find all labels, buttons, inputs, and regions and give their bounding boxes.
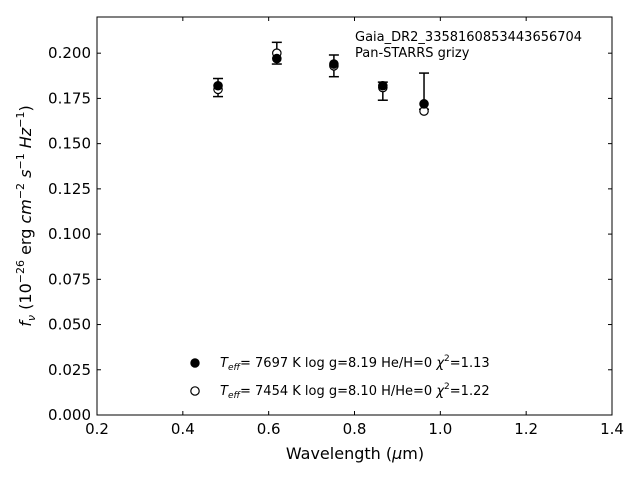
annotation-line-2: Pan-STARRS grizy <box>355 46 470 61</box>
y-tick-label: 0.200 <box>48 44 91 62</box>
x-tick-label: 1.4 <box>600 420 624 438</box>
model-point-filled <box>378 80 388 91</box>
legend-marker-open <box>190 386 200 396</box>
legend-1-logg: log g=8.19 <box>305 356 377 371</box>
legend-2-teff: 7454 K <box>255 384 301 399</box>
legend-2-logg: log g=8.10 <box>305 384 377 399</box>
model-point-filled <box>329 59 339 69</box>
model-point-filled <box>213 80 223 91</box>
y-tick-label: 0.025 <box>48 361 91 379</box>
legend-1-comp: He/H=0 <box>381 356 432 371</box>
legend-2-comp: H/He=0 <box>381 384 432 399</box>
legend-marker-filled <box>190 358 200 368</box>
x-tick-label: 0.8 <box>343 420 367 438</box>
y-tick-label: 0.050 <box>48 316 91 334</box>
y-tick-label: 0.075 <box>48 270 91 288</box>
legend: Teff= 7697 K log g=8.19 He/H=0 χ2=1.13 T… <box>190 354 490 401</box>
x-tick-label: 1.2 <box>514 420 538 438</box>
y-tick-label: 0.175 <box>48 89 91 107</box>
annotation-line-1: Gaia_DR2_3358160853443656704 <box>355 30 582 45</box>
y-axis-label: fν (10−26 erg cm−2 s−1 Hz−1) <box>14 105 38 326</box>
x-tick-label: 0.4 <box>171 420 195 438</box>
legend-entry-1: Teff= 7697 K log g=8.19 He/H=0 χ2=1.13 <box>220 354 490 373</box>
x-tick-label: 1.0 <box>428 420 452 438</box>
legend-1-teff: 7697 K <box>255 356 301 371</box>
y-tick-label: 0.000 <box>48 406 91 424</box>
legend-2-chi2: =1.22 <box>450 384 490 399</box>
legend-entry-2: Teff= 7454 K log g=8.10 H/He=0 χ2=1.22 <box>220 382 490 401</box>
x-tick-label: 0.2 <box>85 420 109 438</box>
plot-area <box>213 41 430 116</box>
legend-1-chi2: =1.13 <box>450 356 490 371</box>
x-tick-label: 0.6 <box>257 420 281 438</box>
y-axis: 0.000 0.025 0.050 0.075 0.100 0.125 0.150 0.175… <box>48 44 612 424</box>
y-tick-label: 0.100 <box>48 225 91 243</box>
y-tick-label: 0.150 <box>48 135 91 153</box>
model-point-filled <box>419 99 429 109</box>
y-tick-label: 0.125 <box>48 180 91 198</box>
x-axis: 0.2 0.4 0.6 0.8 1.0 1.2 1.4 <box>85 17 624 438</box>
x-axis-label: Wavelength (μm) <box>286 444 424 463</box>
model-point-filled <box>272 53 282 64</box>
